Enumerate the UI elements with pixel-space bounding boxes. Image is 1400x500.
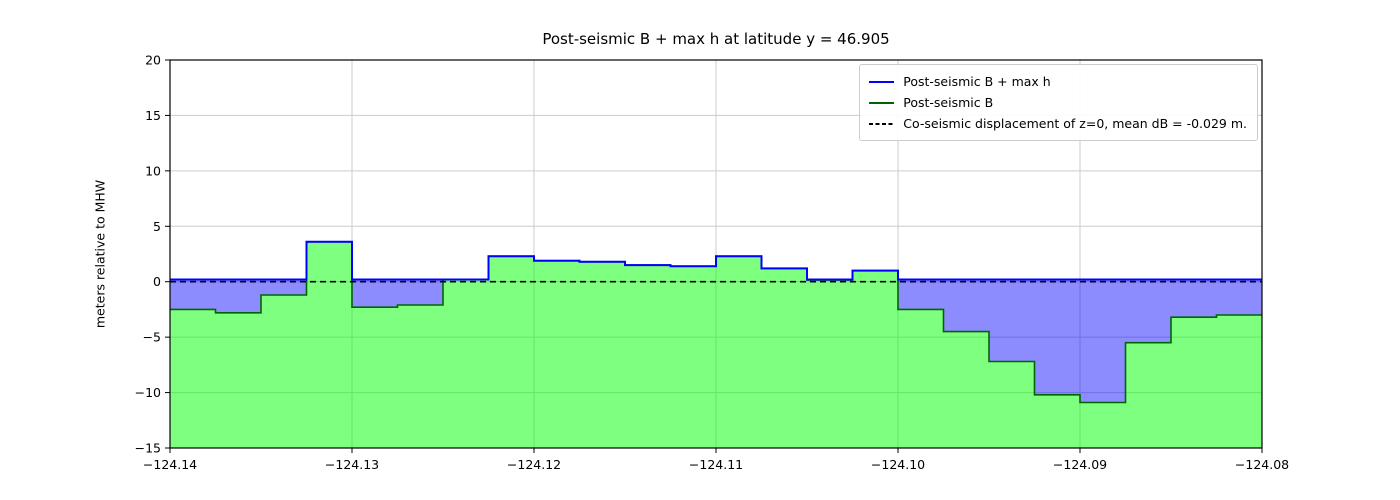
y-tick-label: 20: [145, 53, 161, 68]
x-tick-label: −124.14: [143, 457, 197, 472]
b-plus-maxh-line: [170, 240, 1262, 281]
x-tick-label: −124.11: [689, 457, 743, 472]
legend-line-sample-blue: [869, 80, 895, 83]
y-axis-label: meters relative to MHW: [92, 179, 108, 329]
legend-label: Co-seismic displacement of z=0, mean dB …: [903, 116, 1247, 131]
legend-line-sample-dashed: [869, 122, 895, 125]
y-tick-label: −15: [135, 441, 161, 456]
x-tick-label: −124.09: [1053, 457, 1107, 472]
legend: Post-seismic B + max h Post-seismic B Co…: [859, 64, 1258, 141]
y-tick-label: −10: [135, 385, 161, 400]
legend-label: Post-seismic B: [903, 95, 994, 110]
legend-item-b-plus-maxh: Post-seismic B + max h: [868, 71, 1247, 92]
x-tick-label: −124.10: [871, 457, 925, 472]
y-tick-label: 15: [145, 108, 161, 123]
y-tick-label: −5: [143, 330, 161, 345]
legend-line-sample-green: [869, 101, 895, 104]
legend-item-coseismic: Co-seismic displacement of z=0, mean dB …: [868, 113, 1247, 134]
legend-item-post-seismic-b: Post-seismic B: [868, 92, 1247, 113]
chart-title: Post-seismic B + max h at latitude y = 4…: [542, 30, 890, 48]
y-tick-label: 5: [153, 219, 161, 234]
y-tick-label: 0: [153, 274, 161, 289]
x-tick-label: −124.08: [1235, 457, 1289, 472]
x-tick-label: −124.13: [325, 457, 379, 472]
legend-label: Post-seismic B + max h: [903, 74, 1051, 89]
y-tick-label: 10: [145, 163, 161, 178]
x-tick-label: −124.12: [507, 457, 561, 472]
